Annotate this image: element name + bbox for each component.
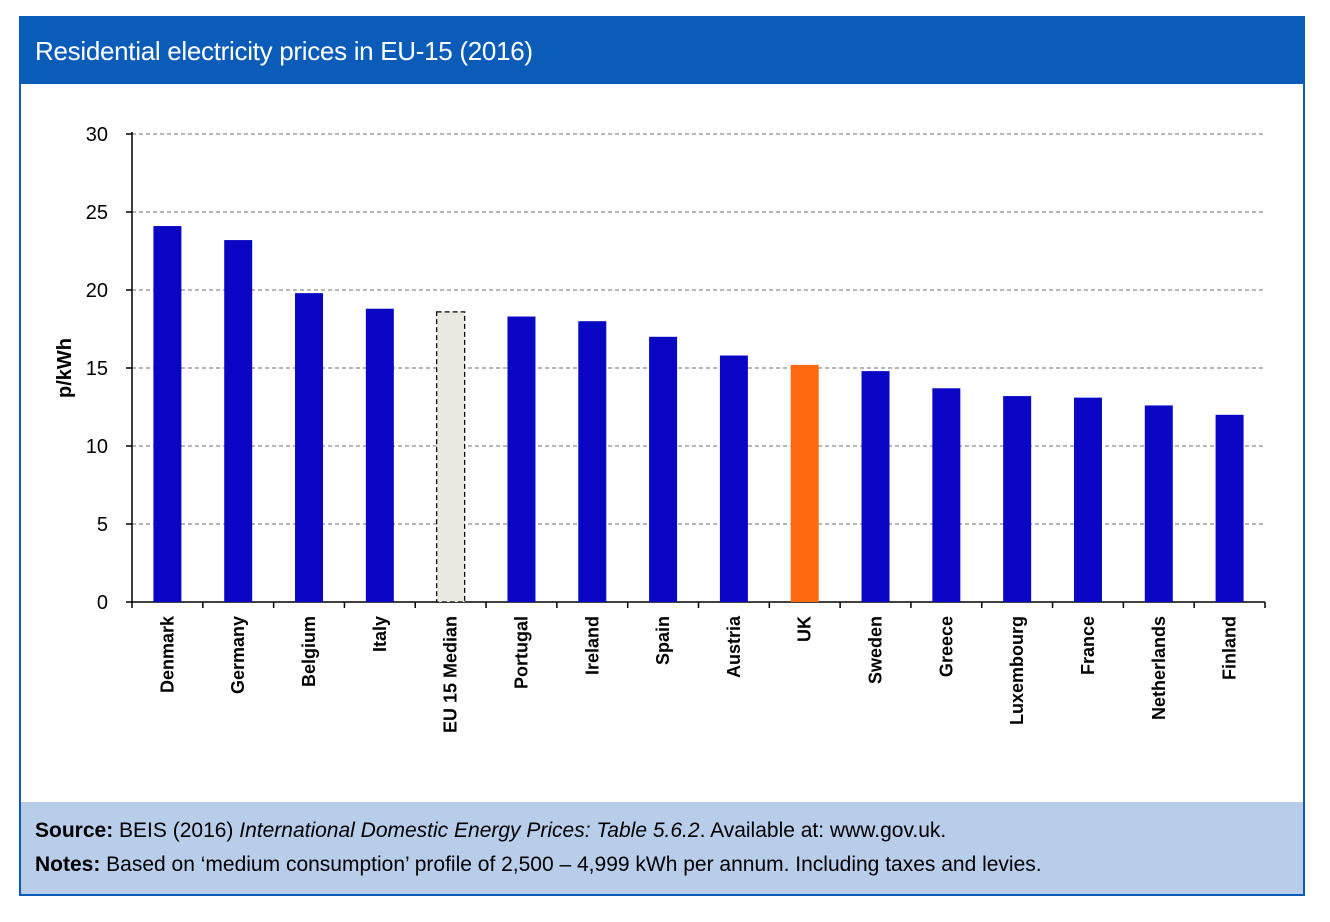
x-category-label: Greece (936, 616, 956, 677)
bar-luxembourg (1003, 396, 1032, 602)
chart-panel: Residential electricity prices in EU-15 … (19, 16, 1305, 896)
x-category-label: Luxembourg (1007, 616, 1027, 725)
x-category-label: Portugal (511, 616, 531, 689)
bar-spain (649, 336, 678, 602)
x-category-label: Spain (653, 616, 673, 665)
source-title: International Domestic Energy Prices: Ta… (239, 819, 700, 842)
source-line: Source: BEIS (2016) International Domest… (35, 814, 1303, 848)
bar-austria (719, 355, 748, 602)
bar-italy (365, 308, 394, 602)
y-axis-title: p/kWh (54, 338, 76, 398)
bar-portugal (507, 316, 536, 602)
bar-denmark (153, 226, 182, 603)
x-category-label: Sweden (866, 616, 886, 684)
bar-chart: 0 5 10 15 20 25 30 p/kWh Denmark Germany Belgium It… (54, 124, 1266, 733)
bar-ireland (578, 321, 607, 602)
y-tick-label: 10 (86, 436, 108, 458)
notes-label: Notes: (35, 853, 101, 876)
x-category-label: Ireland (582, 616, 602, 675)
x-category-label: Italy (370, 616, 390, 652)
y-tick-label: 30 (86, 124, 108, 146)
source-text-2: . Available at: www.gov.uk. (699, 819, 947, 842)
x-category-label: Denmark (157, 615, 177, 693)
source-text-1: BEIS (2016) (113, 819, 240, 842)
bar-germany (224, 240, 253, 602)
source-label: Source: (35, 819, 114, 842)
x-category-label: UK (795, 616, 815, 642)
y-tick-label: 15 (86, 358, 108, 380)
bar-finland (1215, 414, 1244, 602)
y-tick-label: 5 (97, 514, 108, 536)
bar-greece (932, 388, 961, 602)
notes-text: Based on ‘medium consumption’ profile of… (100, 853, 1042, 876)
bar-uk (790, 364, 819, 602)
x-category-label: Belgium (299, 616, 319, 687)
x-category-label: Netherlands (1149, 616, 1169, 720)
bar-belgium (295, 293, 324, 602)
chart-title: Residential electricity prices in EU-15 … (21, 18, 1303, 84)
bar-netherlands (1144, 405, 1173, 602)
y-tick-label: 25 (86, 202, 108, 224)
bar-france (1073, 397, 1102, 602)
x-category-label: EU 15 Median (441, 616, 461, 733)
chart-footer: Source: BEIS (2016) International Domest… (21, 802, 1303, 894)
x-category-label: Germany (228, 616, 248, 694)
x-category-label: Austria (724, 615, 744, 678)
x-category-label: France (1078, 616, 1098, 675)
chart-area: 0 5 10 15 20 25 30 p/kWh Denmark Germany Belgium It… (21, 84, 1303, 804)
bar-sweden (861, 371, 890, 602)
y-tick-label: 20 (86, 280, 108, 302)
y-tick-label: 0 (97, 592, 108, 614)
notes-line: Notes: Based on ‘medium consumption’ pro… (35, 848, 1303, 882)
bar-eu-15-median (436, 311, 466, 603)
x-category-label: Finland (1220, 616, 1240, 680)
